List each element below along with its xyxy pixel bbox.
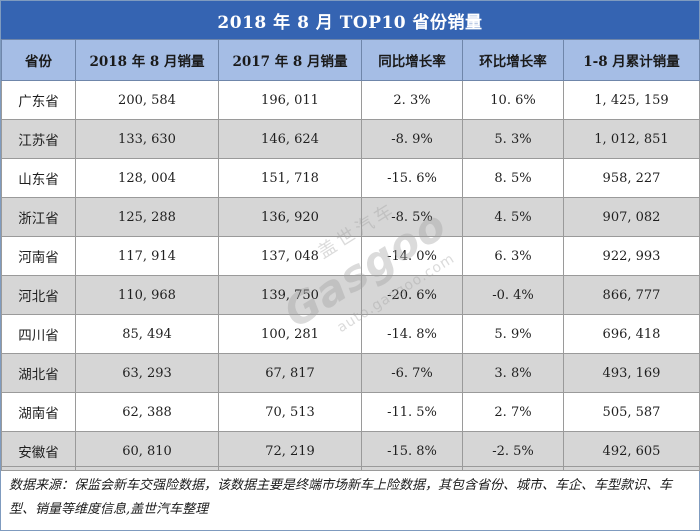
cell-mom-growth: 5. 9% (462, 314, 564, 354)
table-row: 河南省 117, 914 137, 048 -14. 0% 6. 3% 922,… (1, 236, 700, 276)
cell-aug-2017-sales: 67, 817 (218, 353, 362, 393)
column-header-aug-2018-sales: 2018 年 8 月销量 (75, 39, 219, 81)
table-row: 湖南省 62, 388 70, 513 -11. 5% 2. 7% 505, 5… (1, 392, 700, 432)
cell-province: 河北省 (1, 275, 76, 315)
cell-aug-2017-sales: 72, 219 (218, 431, 362, 471)
cell-yoy-growth: -8. 5% (361, 197, 463, 237)
cell-mom-growth: 4. 5% (462, 197, 564, 237)
cell-province: 湖南省 (1, 392, 76, 432)
cell-province: 安徽省 (1, 431, 76, 471)
cell-yoy-growth: -20. 6% (361, 275, 463, 315)
column-header-ytd-sales: 1-8 月累计销量 (563, 39, 700, 81)
cell-mom-growth: 10. 6% (462, 80, 564, 120)
cell-aug-2018-sales: 125, 288 (75, 197, 219, 237)
cell-ytd-sales: 907, 082 (563, 197, 700, 237)
cell-aug-2018-sales: 63, 293 (75, 353, 219, 393)
table-row: 安徽省 60, 810 72, 219 -15. 8% -2. 5% 492, … (1, 431, 700, 471)
cell-mom-growth: 6. 3% (462, 236, 564, 276)
cell-mom-growth: 5. 3% (462, 119, 564, 159)
cell-aug-2018-sales: 200, 584 (75, 80, 219, 120)
data-source-note: 数据来源：保监会新车交强险数据，该数据主要是终端市场新车上险数据，其包含省份、城… (1, 466, 699, 530)
cell-ytd-sales: 1, 012, 851 (563, 119, 700, 159)
cell-aug-2017-sales: 196, 011 (218, 80, 362, 120)
table-row: 河北省 110, 968 139, 750 -20. 6% -0. 4% 866… (1, 275, 700, 315)
cell-aug-2017-sales: 139, 750 (218, 275, 362, 315)
cell-yoy-growth: -14. 8% (361, 314, 463, 354)
cell-yoy-growth: 2. 3% (361, 80, 463, 120)
cell-province: 广东省 (1, 80, 76, 120)
table-row: 湖北省 63, 293 67, 817 -6. 7% 3. 8% 493, 16… (1, 353, 700, 393)
cell-province: 浙江省 (1, 197, 76, 237)
cell-aug-2018-sales: 110, 968 (75, 275, 219, 315)
column-header-mom-growth: 环比增长率 (462, 39, 564, 81)
column-header-province: 省份 (1, 39, 76, 81)
table-row: 江苏省 133, 630 146, 624 -8. 9% 5. 3% 1, 01… (1, 119, 700, 159)
cell-yoy-growth: -15. 8% (361, 431, 463, 471)
cell-yoy-growth: -11. 5% (361, 392, 463, 432)
cell-province: 河南省 (1, 236, 76, 276)
cell-ytd-sales: 505, 587 (563, 392, 700, 432)
cell-aug-2017-sales: 100, 281 (218, 314, 362, 354)
cell-aug-2017-sales: 146, 624 (218, 119, 362, 159)
header-row: 省份 2018 年 8 月销量 2017 年 8 月销量 同比增长率 环比增长率… (1, 39, 700, 81)
table-row: 浙江省 125, 288 136, 920 -8. 5% 4. 5% 907, … (1, 197, 700, 237)
cell-mom-growth: 2. 7% (462, 392, 564, 432)
cell-province: 山东省 (1, 158, 76, 198)
cell-province: 四川省 (1, 314, 76, 354)
table-row: 四川省 85, 494 100, 281 -14. 8% 5. 9% 696, … (1, 314, 700, 354)
cell-aug-2018-sales: 60, 810 (75, 431, 219, 471)
cell-aug-2017-sales: 70, 513 (218, 392, 362, 432)
cell-aug-2018-sales: 117, 914 (75, 236, 219, 276)
cell-aug-2018-sales: 62, 388 (75, 392, 219, 432)
cell-mom-growth: 3. 8% (462, 353, 564, 393)
cell-aug-2018-sales: 85, 494 (75, 314, 219, 354)
cell-aug-2017-sales: 136, 920 (218, 197, 362, 237)
cell-ytd-sales: 696, 418 (563, 314, 700, 354)
cell-yoy-growth: -15. 6% (361, 158, 463, 198)
table-row: 山东省 128, 004 151, 718 -15. 6% 8. 5% 958,… (1, 158, 700, 198)
cell-yoy-growth: -14. 0% (361, 236, 463, 276)
cell-aug-2018-sales: 128, 004 (75, 158, 219, 198)
cell-mom-growth: -0. 4% (462, 275, 564, 315)
cell-ytd-sales: 1, 425, 159 (563, 80, 700, 120)
cell-province: 湖北省 (1, 353, 76, 393)
cell-ytd-sales: 958, 227 (563, 158, 700, 198)
cell-aug-2018-sales: 133, 630 (75, 119, 219, 159)
cell-mom-growth: 8. 5% (462, 158, 564, 198)
column-header-yoy-growth: 同比增长率 (361, 39, 463, 81)
cell-aug-2017-sales: 137, 048 (218, 236, 362, 276)
cell-province: 江苏省 (1, 119, 76, 159)
cell-ytd-sales: 922, 993 (563, 236, 700, 276)
cell-ytd-sales: 866, 777 (563, 275, 700, 315)
cell-mom-growth: -2. 5% (462, 431, 564, 471)
table-title: 2018 年 8 月 TOP10 省份销量 (1, 1, 699, 39)
cell-yoy-growth: -6. 7% (361, 353, 463, 393)
table-row: 广东省 200, 584 196, 011 2. 3% 10. 6% 1, 42… (1, 80, 700, 120)
cell-ytd-sales: 493, 169 (563, 353, 700, 393)
province-sales-table: 省份 2018 年 8 月销量 2017 年 8 月销量 同比增长率 环比增长率… (1, 39, 700, 471)
column-header-aug-2017-sales: 2017 年 8 月销量 (218, 39, 362, 81)
cell-yoy-growth: -8. 9% (361, 119, 463, 159)
cell-aug-2017-sales: 151, 718 (218, 158, 362, 198)
cell-ytd-sales: 492, 605 (563, 431, 700, 471)
